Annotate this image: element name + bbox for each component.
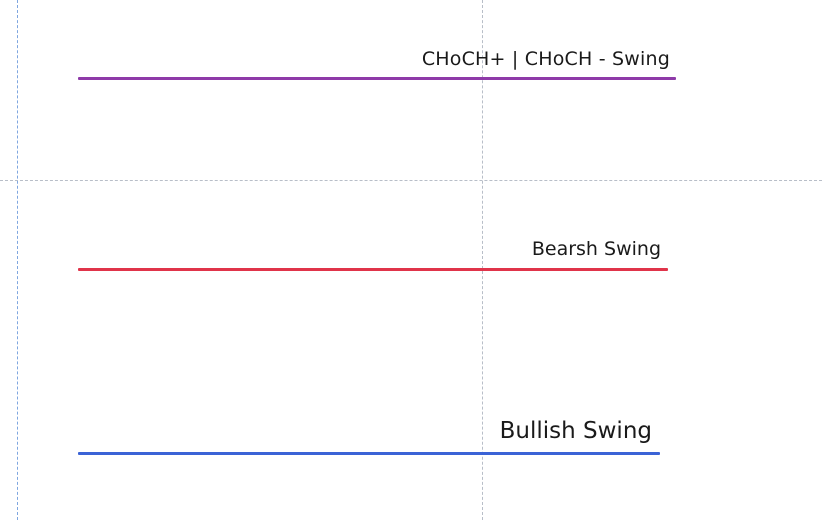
bearish-swing-label: Bearsh Swing	[531, 238, 661, 260]
choch-swing-label: CHoCH+ | CHoCH - Swing	[421, 48, 670, 70]
crosshair-vertical-line	[482, 0, 483, 520]
choch-swing-line[interactable]	[78, 77, 676, 80]
left-vertical-guide	[17, 0, 18, 520]
bearish-swing-line[interactable]	[78, 268, 668, 271]
bullish-swing-line[interactable]	[78, 452, 660, 455]
crosshair-horizontal-line	[0, 180, 822, 181]
bullish-swing-label: Bullish Swing	[499, 418, 652, 444]
